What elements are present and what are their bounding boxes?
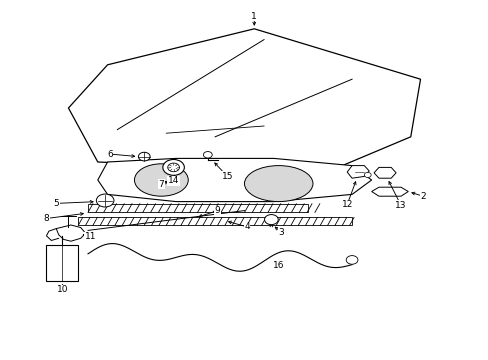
Text: 1: 1 (251, 12, 257, 21)
Circle shape (96, 194, 114, 207)
Text: 14: 14 (167, 176, 179, 185)
Ellipse shape (244, 166, 312, 202)
Circle shape (167, 163, 179, 172)
Text: 8: 8 (43, 214, 49, 223)
Text: 4: 4 (244, 222, 249, 231)
Text: 3: 3 (278, 228, 284, 237)
Ellipse shape (134, 164, 188, 196)
Circle shape (346, 256, 357, 264)
Polygon shape (373, 167, 395, 178)
Circle shape (364, 172, 370, 177)
Text: 6: 6 (107, 150, 113, 158)
Text: 15: 15 (221, 172, 233, 181)
Text: 13: 13 (394, 201, 406, 210)
Circle shape (264, 215, 278, 225)
Circle shape (163, 159, 184, 175)
Polygon shape (371, 187, 407, 196)
Polygon shape (68, 29, 420, 166)
Text: 7: 7 (158, 180, 164, 189)
Text: 16: 16 (272, 261, 284, 270)
Circle shape (203, 152, 212, 158)
Text: 5: 5 (53, 199, 59, 208)
Circle shape (138, 152, 150, 161)
Text: 10: 10 (57, 285, 68, 294)
Polygon shape (346, 166, 368, 178)
Text: 11: 11 (84, 233, 96, 241)
Text: 2: 2 (419, 192, 425, 201)
Polygon shape (56, 225, 85, 241)
Text: 9: 9 (214, 206, 220, 215)
FancyBboxPatch shape (46, 245, 78, 281)
Text: 12: 12 (341, 200, 352, 209)
Bar (78, 217, 351, 225)
Bar (88, 204, 307, 212)
Polygon shape (98, 158, 371, 202)
